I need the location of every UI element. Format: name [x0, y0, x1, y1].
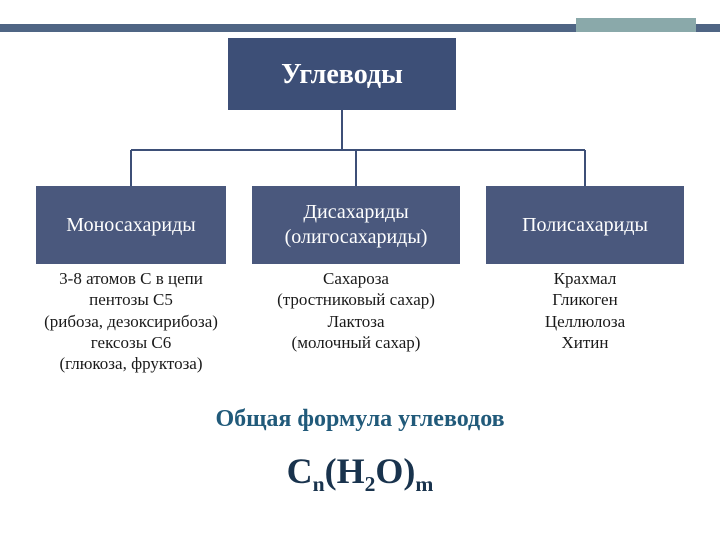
root-label: Углеводы: [281, 57, 403, 92]
desc-di: Сахароза (тростниковый сахар) Лактоза (м…: [252, 268, 460, 353]
formula-title: Общая формула углеводов: [0, 406, 720, 433]
child-node-di: Дисахариды (олигосахариды): [252, 186, 460, 264]
child-node-mono: Моносахариды: [36, 186, 226, 264]
formula-expression: Cn(H2O)m: [0, 450, 720, 497]
header-accent: [576, 18, 696, 32]
child-label: Моносахариды: [66, 213, 195, 238]
child-node-poly: Полисахариды: [486, 186, 684, 264]
root-node: Углеводы: [228, 38, 456, 110]
child-label: Полисахариды: [522, 213, 648, 238]
child-label: Дисахариды (олигосахариды): [285, 200, 428, 250]
desc-poly: Крахмал Гликоген Целлюлоза Хитин: [486, 268, 684, 353]
desc-mono: 3-8 атомов С в цепи пентозы С5 (рибоза, …: [36, 268, 226, 374]
